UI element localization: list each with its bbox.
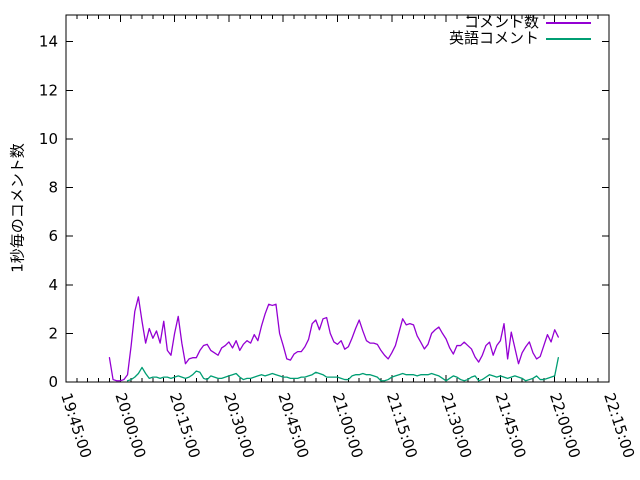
x-tick-label: 21:30:00 <box>437 391 475 461</box>
x-tick-label: 20:00:00 <box>111 391 149 461</box>
plot-border <box>65 14 610 383</box>
legend-label-english-comments: 英語コメント <box>448 29 539 47</box>
y-tick-label: 10 <box>39 130 58 148</box>
legend-label-comment-count: コメント数 <box>463 13 539 31</box>
y-tick-label: 0 <box>48 373 58 391</box>
y-axis-title: 1秒毎のコメント数 <box>8 143 27 273</box>
legend-line-sample-comment-count <box>546 21 591 24</box>
x-tick-label: 20:45:00 <box>274 391 312 461</box>
y-tick-label: 6 <box>48 227 58 245</box>
series-line-0 <box>108 296 559 382</box>
y-tick-label: 12 <box>39 81 58 99</box>
legend-line-sample-english-comments <box>546 37 591 40</box>
x-tick-label: 22:15:00 <box>600 391 638 461</box>
legend-entry-english-comments: 英語コメント <box>449 31 591 46</box>
legend: コメント数 英語コメント <box>0 15 591 46</box>
y-tick-label: 14 <box>39 33 58 51</box>
y-tick-label: 4 <box>48 276 58 294</box>
series-line-1 <box>126 357 559 382</box>
legend-entry-comment-count: コメント数 <box>464 15 591 30</box>
x-tick-label: 20:15:00 <box>166 391 204 461</box>
x-tick-label: 21:45:00 <box>492 391 530 461</box>
x-tick-label: 21:00:00 <box>329 391 367 461</box>
x-tick-label: 20:30:00 <box>220 391 258 461</box>
x-tick-label: 22:00:00 <box>546 391 584 461</box>
y-tick-label: 2 <box>48 324 58 342</box>
x-tick-label: 21:15:00 <box>383 391 421 461</box>
x-tick-label: 19:45:00 <box>57 391 95 461</box>
y-tick-label: 8 <box>48 179 58 197</box>
